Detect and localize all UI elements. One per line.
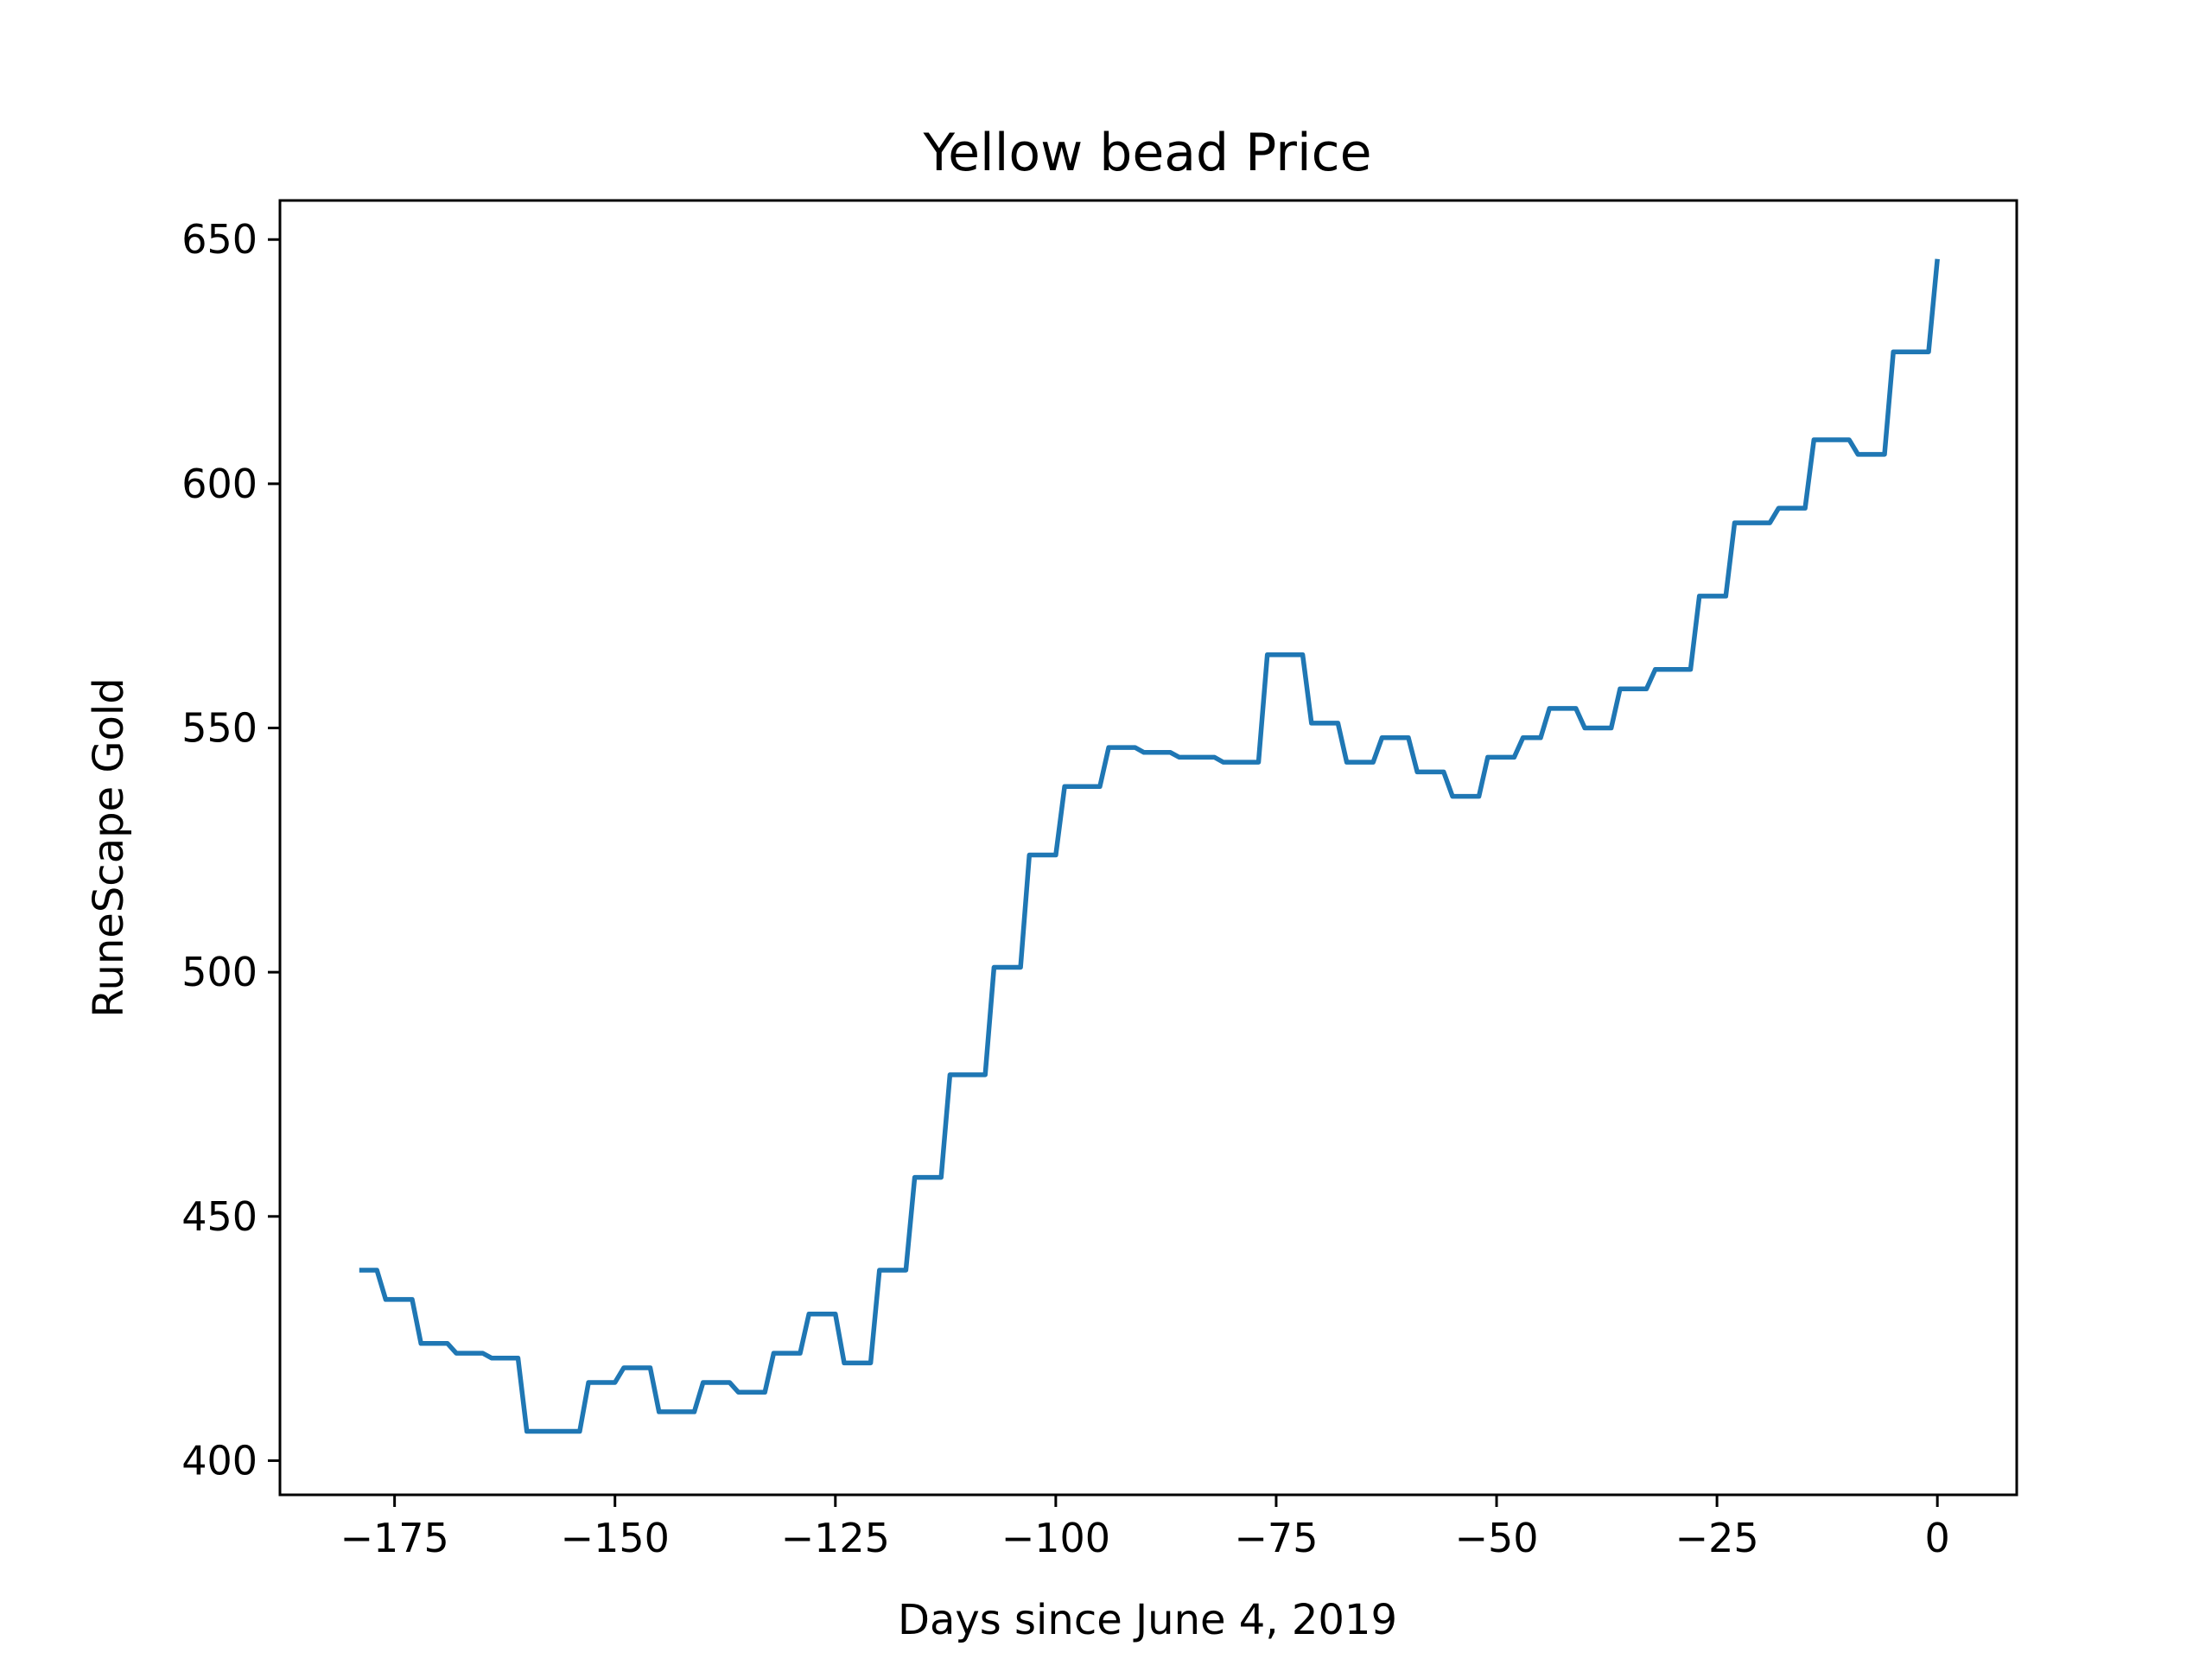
y-axis-label: RuneScape Gold [85,677,133,1017]
y-tick-label: 450 [181,1193,257,1240]
plot-frame [278,199,2018,1497]
x-axis-ticks: −175 −150 −125 −100 −75 −50 −25 0 [340,1495,1950,1561]
x-tick-label: −150 [561,1515,670,1561]
x-tick-label: −100 [1001,1515,1110,1561]
x-tick-label: −175 [340,1515,448,1561]
x-tick-label: −75 [1234,1515,1318,1561]
x-tick-label: −50 [1454,1515,1538,1561]
y-axis-ticks: 400 450 500 550 600 650 [181,216,280,1484]
y-tick-label: 650 [181,216,257,263]
chart-title: Yellow bead Price [922,123,1371,183]
y-tick-label: 600 [181,461,257,507]
y-tick-label: 400 [181,1437,257,1484]
price-series-line [359,258,1940,1434]
x-tick-label: −25 [1675,1515,1759,1561]
x-tick-label: −125 [781,1515,890,1561]
x-axis-label: Days since June 4, 2019 [898,1596,1397,1644]
x-tick-label: 0 [1925,1515,1950,1561]
y-tick-label: 550 [181,705,257,752]
y-tick-label: 500 [181,949,257,995]
